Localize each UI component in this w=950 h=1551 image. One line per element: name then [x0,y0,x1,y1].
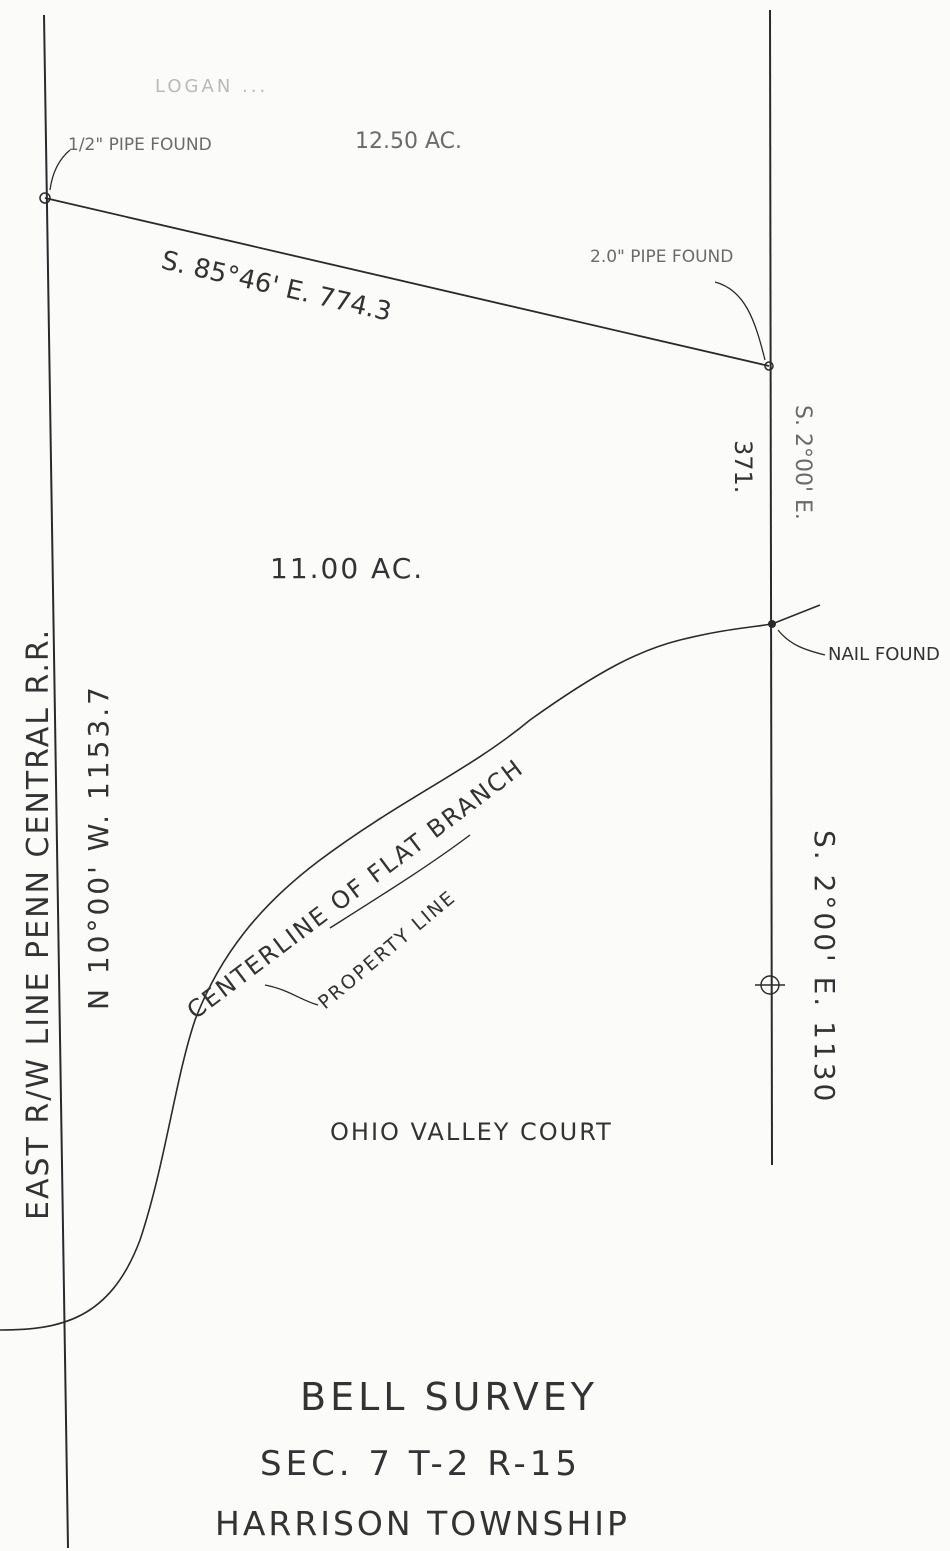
creek-centerline-curve [0,604,821,1331]
survey-section: SEC. 7 T-2 R-15 [260,1444,581,1484]
west-row-label: EAST R/W LINE PENN CENTRAL R.R. [21,628,56,1220]
nw-pipe-label: 1/2" PIPE FOUND [68,135,212,155]
nw-pipe-monument [39,192,51,204]
north-acreage-label: 12.50 AC. [355,129,462,154]
north-owner-label: LOGAN ... [155,76,268,97]
east-upper-distance-label: 371. [729,440,757,493]
nail-leader-arrow [777,629,826,656]
east-boundary-line [769,9,773,1166]
property-line-leader-arrow [264,984,319,1006]
north-bearing-label: S. 85°46' E. 774.3 [158,246,394,328]
south-owner-label: OHIO VALLEY COURT [330,1118,613,1146]
nail-label: NAIL FOUND [828,644,940,665]
survey-township: HARRISON TOWNSHIP [215,1504,630,1543]
east-upper-bearing-label: S. 2°00' E. [790,405,815,520]
ne-pipe-monument [764,361,774,371]
east-line-crosshair [755,975,785,995]
ne-pipe-label: 2.0" PIPE FOUND [590,247,733,267]
survey-title: BELL SURVEY [300,1375,598,1419]
north-boundary-line [44,197,770,367]
west-bearing-label: N 10°00' W. 1153.7 [82,684,115,1010]
centerline-underline [329,834,471,929]
east-lower-bearing-label: S. 2°00' E. 1130 [808,830,841,1104]
ne-pipe-leader-arrow [714,281,766,361]
east-nail-monument [768,620,776,628]
parcel-acreage-label: 11.00 AC. [270,552,424,585]
nw-pipe-leader-arrow [49,149,71,191]
west-boundary-line [43,14,69,1549]
